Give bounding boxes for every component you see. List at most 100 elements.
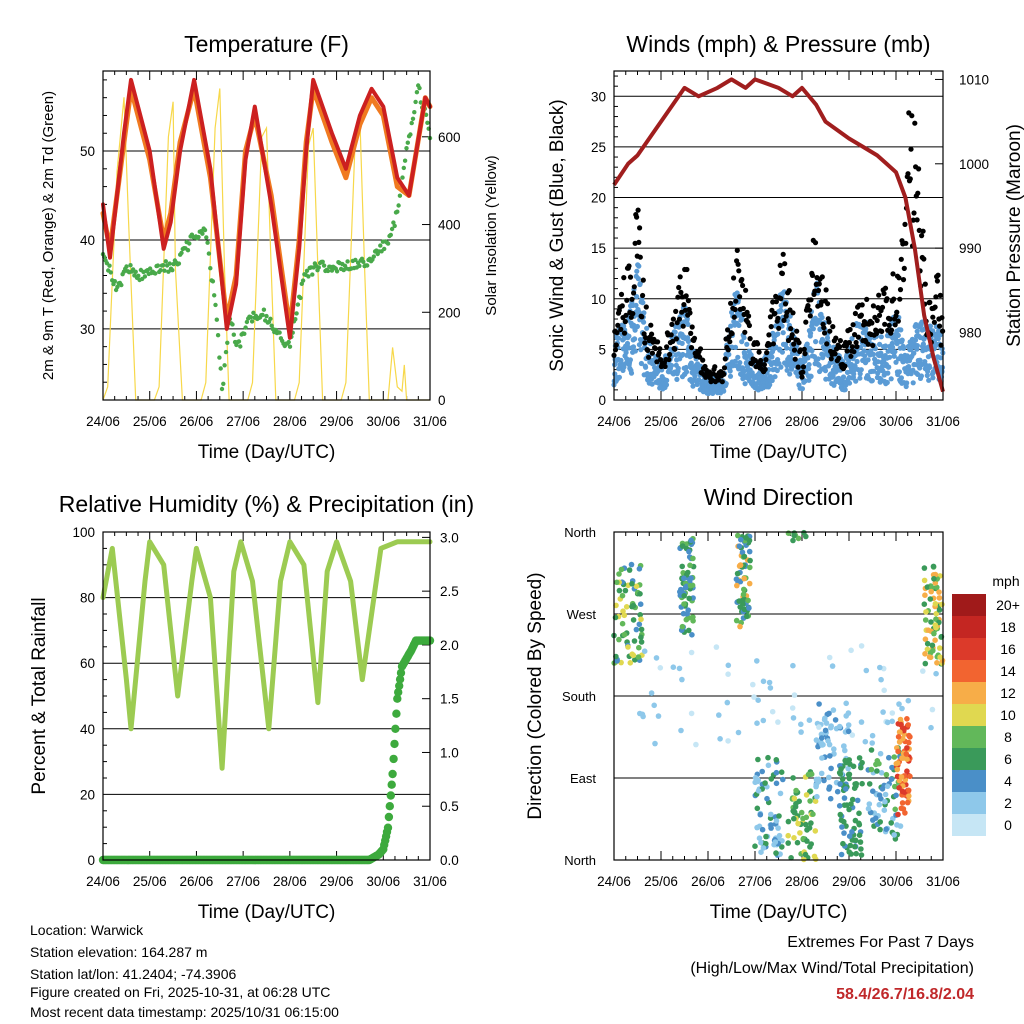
temp-dewpoint-point	[397, 193, 403, 198]
dir-point	[842, 757, 848, 764]
gust-point	[873, 331, 880, 337]
dir-point	[888, 776, 895, 782]
dir-point	[932, 571, 939, 578]
temp-series-9m	[100, 86, 433, 332]
rh-ytick-label: 20	[80, 787, 95, 802]
gust-point	[639, 314, 645, 320]
colorbar-swatch	[952, 814, 986, 836]
wind-point	[727, 368, 733, 374]
gust-point	[688, 345, 695, 351]
gust-point	[799, 374, 805, 380]
dir-point	[822, 727, 829, 734]
dir-point	[681, 601, 687, 607]
dir-point	[846, 806, 852, 813]
colorbar-label: 8	[1004, 729, 1012, 745]
dir-point	[614, 658, 620, 664]
gust-point	[770, 341, 777, 347]
footer-elevation: Station elevation: 164.287 m	[30, 944, 208, 960]
dir-point	[766, 679, 773, 686]
gust-point	[832, 351, 838, 357]
temp-dewpoint-point	[334, 269, 340, 274]
wind-point	[741, 368, 747, 374]
gust-point	[800, 364, 807, 370]
panel0-xtick-label: 24/06	[86, 414, 120, 429]
dir-point	[933, 670, 939, 677]
wind-point	[690, 383, 696, 389]
wind-point	[727, 373, 734, 379]
wind-point	[917, 357, 923, 363]
gust-point	[786, 288, 792, 294]
wind-point	[871, 368, 877, 374]
wind-point	[632, 336, 638, 342]
temp-dewpoint-point	[179, 250, 184, 256]
colorbar-swatch	[952, 726, 986, 748]
dir-point	[840, 840, 846, 847]
gust-point	[903, 240, 909, 246]
dir-point	[845, 728, 852, 735]
temp-dewpoint-point	[128, 263, 133, 268]
gust-point	[640, 277, 646, 283]
dir-point	[755, 756, 761, 763]
colorbar-label: 18	[1000, 619, 1016, 635]
footer-location: Location: Warwick	[30, 922, 144, 938]
gust-point	[914, 217, 920, 223]
dir-point	[754, 658, 760, 664]
temp-dewpoint-point	[414, 90, 420, 95]
wind-point	[668, 362, 675, 369]
wind-ytick-label: 25	[591, 140, 606, 155]
gust-point	[630, 311, 636, 317]
dir-point	[925, 627, 931, 633]
temp-dewpoint-point	[249, 319, 255, 324]
gust-point	[643, 304, 649, 310]
panel3-xtick-label: 29/06	[832, 874, 866, 889]
gust-point	[795, 364, 801, 370]
wind-point	[863, 326, 869, 332]
gust-point	[821, 325, 827, 331]
dir-point	[828, 724, 834, 731]
gust-point	[613, 342, 619, 348]
temp-dewpoint-point	[320, 259, 325, 264]
dir-point	[878, 770, 885, 776]
dir-point	[899, 800, 906, 806]
wind-point	[806, 377, 812, 383]
gust-point	[731, 314, 737, 320]
dir-point	[884, 719, 891, 726]
dir-point	[757, 811, 764, 818]
wind-point	[869, 378, 875, 384]
temp-dewpoint-point	[391, 220, 396, 225]
gust-point	[806, 307, 813, 313]
gust-point	[631, 284, 637, 290]
wind-point	[898, 327, 904, 333]
wind-point	[634, 323, 641, 330]
dir-plot-frame	[613, 531, 944, 861]
dir-point	[845, 710, 852, 716]
gust-point	[808, 297, 814, 303]
precip-point	[396, 668, 406, 678]
wind-point	[910, 380, 916, 386]
gust-point	[655, 339, 661, 345]
dir-point	[813, 776, 820, 783]
dir-point	[790, 662, 796, 669]
footer-latest: Most recent data timestamp: 2025/10/31 0…	[30, 1004, 339, 1020]
gust-point	[735, 261, 741, 267]
gust-point	[673, 308, 679, 314]
wind-point	[784, 345, 790, 351]
gust-point	[803, 319, 809, 325]
dir-point	[826, 741, 833, 748]
wind-y2label: Station Pressure (Maroon)	[1004, 124, 1024, 347]
wind-point	[742, 381, 748, 387]
gust-point	[853, 339, 859, 346]
dir-point	[866, 781, 873, 787]
panel1-xtick-label: 25/06	[644, 414, 678, 429]
temp-dewpoint-point	[409, 120, 414, 126]
dir-point	[859, 780, 865, 787]
dir-point	[816, 701, 822, 707]
temp-dewpoint-point	[225, 340, 230, 345]
wind-point	[849, 336, 855, 342]
wind-ylabel: Sonic Wind & Gust (Blue, Black)	[547, 99, 568, 371]
dir-point	[933, 610, 940, 617]
dir-point	[847, 842, 854, 849]
dir-point	[688, 537, 694, 544]
dir-point	[796, 798, 802, 805]
gust-point	[819, 274, 825, 280]
